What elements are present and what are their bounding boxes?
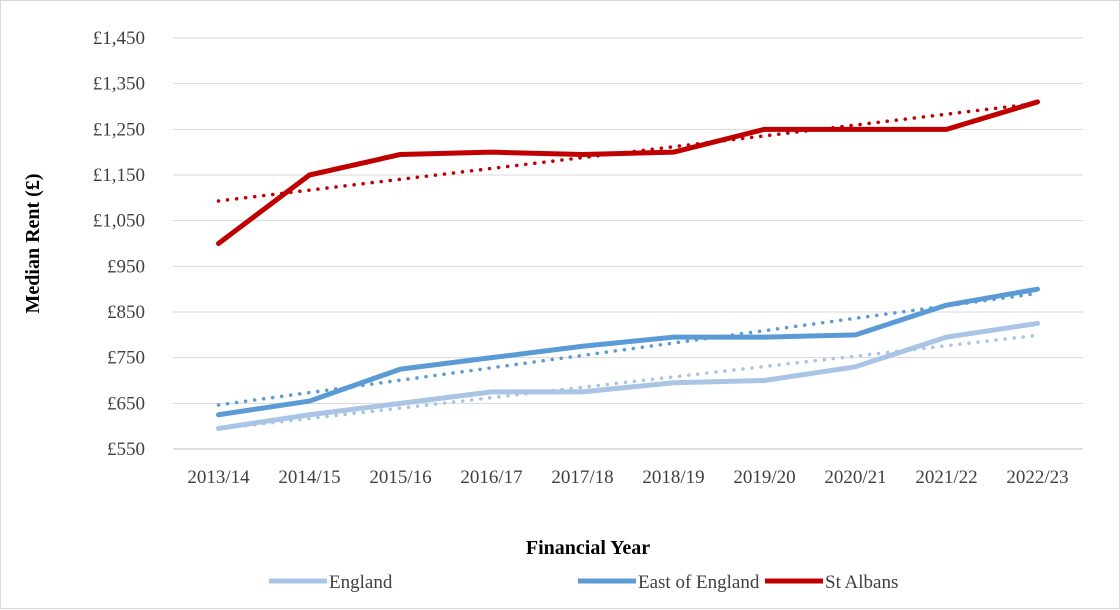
x-tick-label: 2014/15 bbox=[278, 467, 340, 488]
x-tick-label: 2022/23 bbox=[1006, 467, 1068, 488]
series-line bbox=[216, 286, 1040, 418]
y-tick-label: £750 bbox=[107, 348, 145, 369]
y-tick-label: £950 bbox=[107, 256, 145, 277]
y-tick-label: £1,450 bbox=[93, 28, 145, 49]
y-tick-label: £850 bbox=[107, 302, 145, 323]
trendline bbox=[216, 101, 1040, 203]
legend: England East of England St Albans bbox=[269, 572, 898, 593]
trendline bbox=[216, 333, 1040, 431]
series-lines bbox=[216, 99, 1040, 431]
series-line bbox=[216, 320, 1040, 431]
legend-label: St Albans bbox=[825, 572, 898, 593]
x-tick-label: 2018/19 bbox=[642, 467, 704, 488]
x-tick-label: 2015/16 bbox=[369, 467, 431, 488]
x-tick-label: 2021/22 bbox=[915, 467, 977, 488]
x-axis-title: Financial Year bbox=[526, 537, 650, 559]
x-tick-label: 2017/18 bbox=[551, 467, 613, 488]
legend-label: England bbox=[329, 572, 393, 593]
y-tick-label: £650 bbox=[107, 393, 145, 414]
series-line bbox=[216, 99, 1040, 246]
y-tick-label: £1,350 bbox=[93, 74, 145, 95]
x-tick-label: 2013/14 bbox=[187, 467, 250, 488]
y-tick-label: £1,250 bbox=[93, 119, 145, 140]
y-axis-ticks: £550 £650 £750 £850 £950 £1,050 £1,150 £1,250 £1… bbox=[93, 28, 145, 460]
x-tick-label: 2016/17 bbox=[460, 467, 522, 488]
y-tick-label: £550 bbox=[107, 439, 145, 460]
y-axis-title: Median Rent (£) bbox=[22, 174, 44, 314]
x-tick-label: 2019/20 bbox=[733, 467, 795, 488]
y-tick-label: £1,150 bbox=[93, 165, 145, 186]
x-tick-label: 2020/21 bbox=[824, 467, 886, 488]
y-tick-label: £1,050 bbox=[93, 211, 145, 232]
x-axis-ticks: 2013/14 2014/15 2015/16 2016/17 2017/18 2018/… bbox=[187, 467, 1068, 488]
legend-label: East of England bbox=[638, 572, 760, 593]
gridlines bbox=[173, 37, 1083, 450]
